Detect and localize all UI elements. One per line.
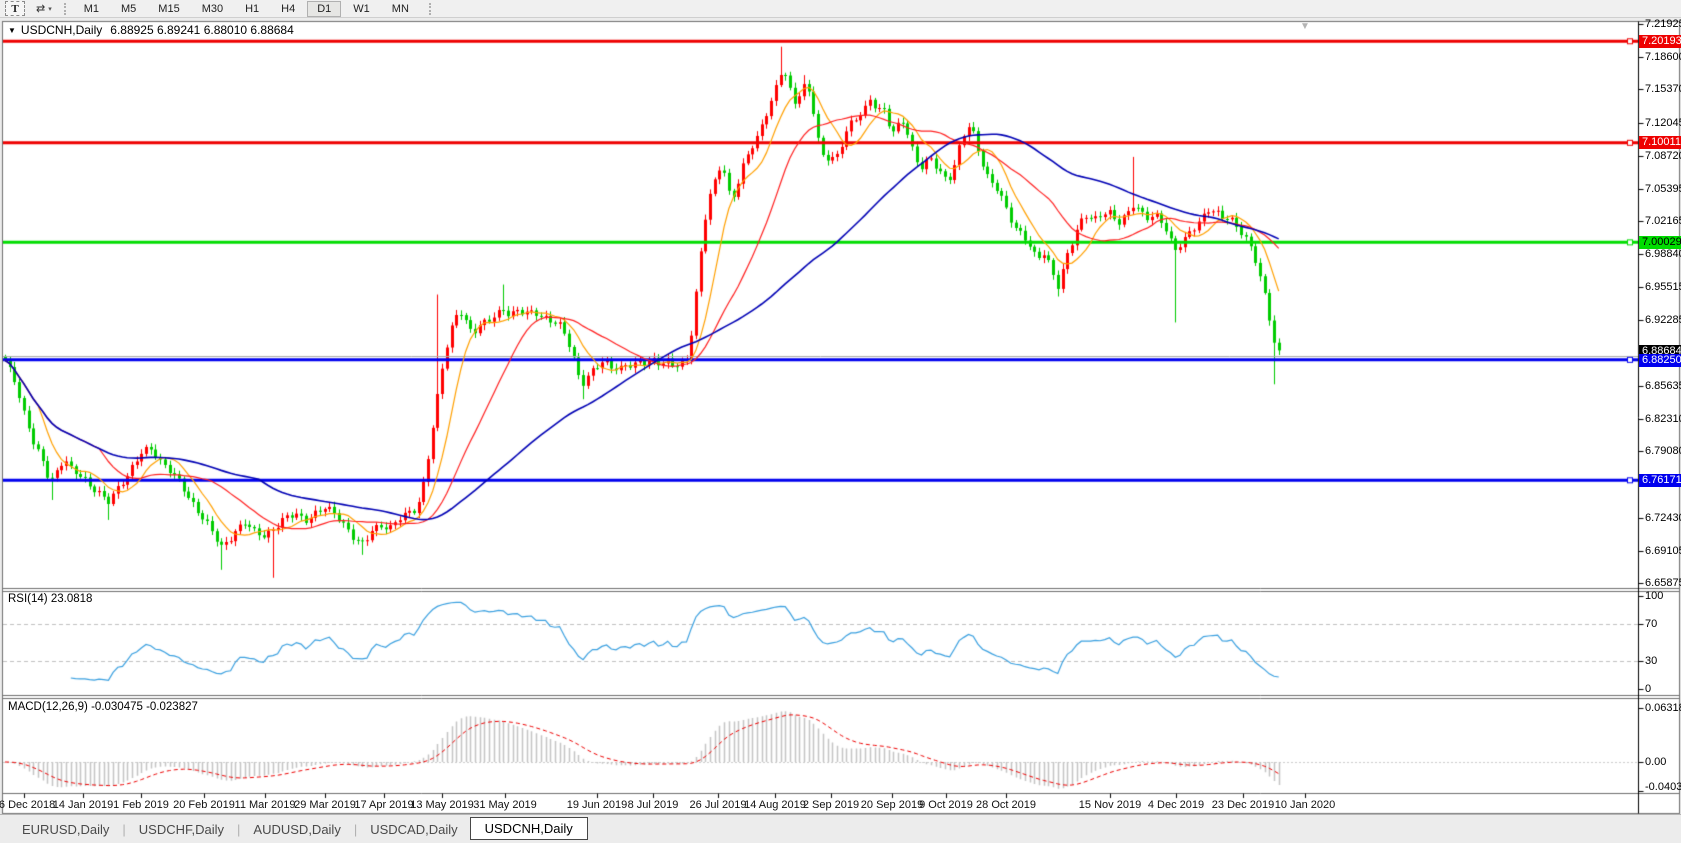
chart-ohlc-values: 6.88925 6.89241 6.88010 6.88684	[110, 23, 294, 37]
date-axis-label: 9 Oct 2019	[919, 799, 973, 811]
date-axis-label: 14 Aug 2019	[744, 799, 806, 811]
date-axis-label: 19 Jun 2019	[566, 799, 628, 811]
rsi-axis-label: 0	[1645, 683, 1652, 695]
date-axis-label: 20 Feb 2019	[173, 799, 235, 811]
price-axis-label: 7.02165	[1645, 215, 1681, 228]
date-axis-label: 15 Nov 2019	[1078, 799, 1142, 811]
rsi-value: 23.0818	[50, 593, 93, 605]
price-axis-label: 6.65875	[1645, 577, 1681, 589]
date-axis-label: 2 Sep 2019	[802, 799, 860, 811]
chart-tab-usdcnh-daily[interactable]: USDCNH,Daily	[469, 817, 588, 840]
chart-title: ▼ USDCNH,Daily 6.88925 6.89241 6.88010 6.8…	[8, 24, 294, 37]
price-level-badge: 6.76171	[1639, 473, 1681, 487]
date-axis-label: 8 Jul 2019	[627, 799, 679, 811]
rsi-axis-label: 100	[1645, 590, 1664, 602]
chart-tab-eurusd-daily[interactable]: EURUSD,Daily	[22, 821, 110, 837]
timeframe-buttons: M1 M5 M15 M30 H1 H4 D1 W1 MN	[73, 0, 420, 17]
rsi-axis-label: 70	[1645, 617, 1658, 630]
price-axis-label: 6.79080	[1645, 445, 1681, 458]
timeframe-button-m30[interactable]: M30	[201, 2, 224, 15]
timeframe-button-w1[interactable]: W1	[353, 2, 370, 15]
chart-tab-usdchf-daily[interactable]: USDCHF,Daily	[138, 821, 225, 837]
price-axis-label: 6.72430	[1645, 511, 1681, 524]
price-axis-label: 6.69105	[1645, 544, 1681, 557]
date-axis-label: 26 Dec 2018	[0, 799, 56, 811]
macd-indicator-label: MACD(12,26,9) -0.030475 -0.023827	[8, 701, 198, 714]
toolbar-grip	[63, 2, 66, 15]
price-axis-label: 6.82310	[1645, 413, 1681, 426]
price-axis-label: 7.15370	[1645, 83, 1681, 96]
price-axis-label: 7.12045	[1645, 116, 1681, 129]
timeframe-button-h1[interactable]: H1	[245, 2, 260, 15]
chart-symbol-label: USDCNH,Daily	[20, 23, 103, 37]
date-axis-label: 4 Dec 2019	[1147, 799, 1205, 811]
pointer-tools-button[interactable]: ⇄ ▾	[33, 1, 55, 16]
date-axis-label: 29 Mar 2019	[294, 799, 356, 811]
date-axis-label: 14 Jan 2019	[52, 799, 114, 811]
rsi-name: RSI(14)	[8, 593, 48, 605]
price-axis-label: 7.08720	[1645, 149, 1681, 162]
rsi-indicator-label: RSI(14) 23.0818	[8, 593, 92, 606]
date-axis-label: 20 Sep 2019	[860, 799, 924, 811]
price-axis-label: 6.98840	[1645, 248, 1681, 261]
price-axis-label: 7.21925	[1645, 18, 1681, 30]
double-arrow-icon: ⇄	[36, 3, 46, 15]
timeframe-button-m5[interactable]: M5	[121, 2, 137, 15]
date-axis-label: 23 Dec 2019	[1211, 799, 1275, 811]
tab-separator: |	[237, 821, 241, 837]
timeframe-button-m1[interactable]: M1	[83, 2, 100, 15]
chart-tabs-bar: EURUSD,Daily | USDCHF,Daily | AUDUSD,Daily | U…	[0, 814, 1681, 843]
title-caret-icon: ▼	[8, 26, 16, 35]
price-level-badge: 7.00029	[1639, 235, 1681, 249]
price-level-badge: 6.88250	[1639, 354, 1681, 368]
price-axis-label: 6.95515	[1645, 281, 1681, 294]
price-axis-label: 7.18600	[1645, 51, 1681, 64]
price-level-badge: 7.20193	[1639, 34, 1681, 48]
tab-separator: |	[122, 821, 126, 837]
price-level-badge: 7.10011	[1639, 136, 1681, 150]
price-axis-label: 7.05395	[1645, 182, 1681, 195]
macd-axis-label: -0.040355	[1645, 781, 1681, 793]
price-axis-label: 6.92285	[1645, 313, 1681, 326]
tab-separator: |	[353, 821, 358, 837]
date-axis-label: 31 May 2019	[473, 799, 537, 811]
text-tool-button[interactable]: T	[5, 1, 25, 16]
macd-axis-label: 0.063184	[1645, 702, 1681, 715]
date-axis-label: 17 Apr 2019	[354, 799, 414, 811]
date-axis-label: 10 Jan 2020	[1274, 799, 1336, 811]
macd-values: -0.030475 -0.023827	[91, 701, 198, 713]
macd-axis-label: 0.00	[1645, 756, 1667, 768]
timeframe-button-m15[interactable]: M15	[158, 2, 180, 15]
toolbar: T ⇄ ▾ M1 M5 M15 M30 H1 H4 D1 W1 MN	[0, 0, 1681, 18]
chart-tab-audusd-daily[interactable]: AUDUSD,Daily	[253, 821, 341, 837]
macd-name: MACD(12,26,9)	[8, 701, 88, 713]
date-axis-label: 11 Mar 2019	[234, 799, 296, 811]
date-axis-label: 1 Feb 2019	[113, 799, 169, 811]
rsi-axis-label: 30	[1645, 655, 1658, 668]
chart-tab-usdcad-daily[interactable]: USDCAD,Daily	[370, 821, 458, 837]
timeframe-button-d1[interactable]: D1	[307, 0, 342, 17]
toolbar-grip	[428, 2, 431, 15]
dropdown-caret-icon: ▾	[48, 5, 52, 13]
timeframe-button-h4[interactable]: H4	[281, 2, 296, 15]
timeframe-button-mn[interactable]: MN	[391, 2, 409, 15]
date-axis-label: 28 Oct 2019	[976, 799, 1036, 811]
date-axis-label: 13 May 2019	[410, 799, 474, 811]
date-axis-label: 26 Jul 2019	[689, 799, 747, 811]
chart-shift-marker-icon: ▼	[1300, 21, 1310, 32]
price-axis-label: 6.85635	[1645, 379, 1681, 392]
